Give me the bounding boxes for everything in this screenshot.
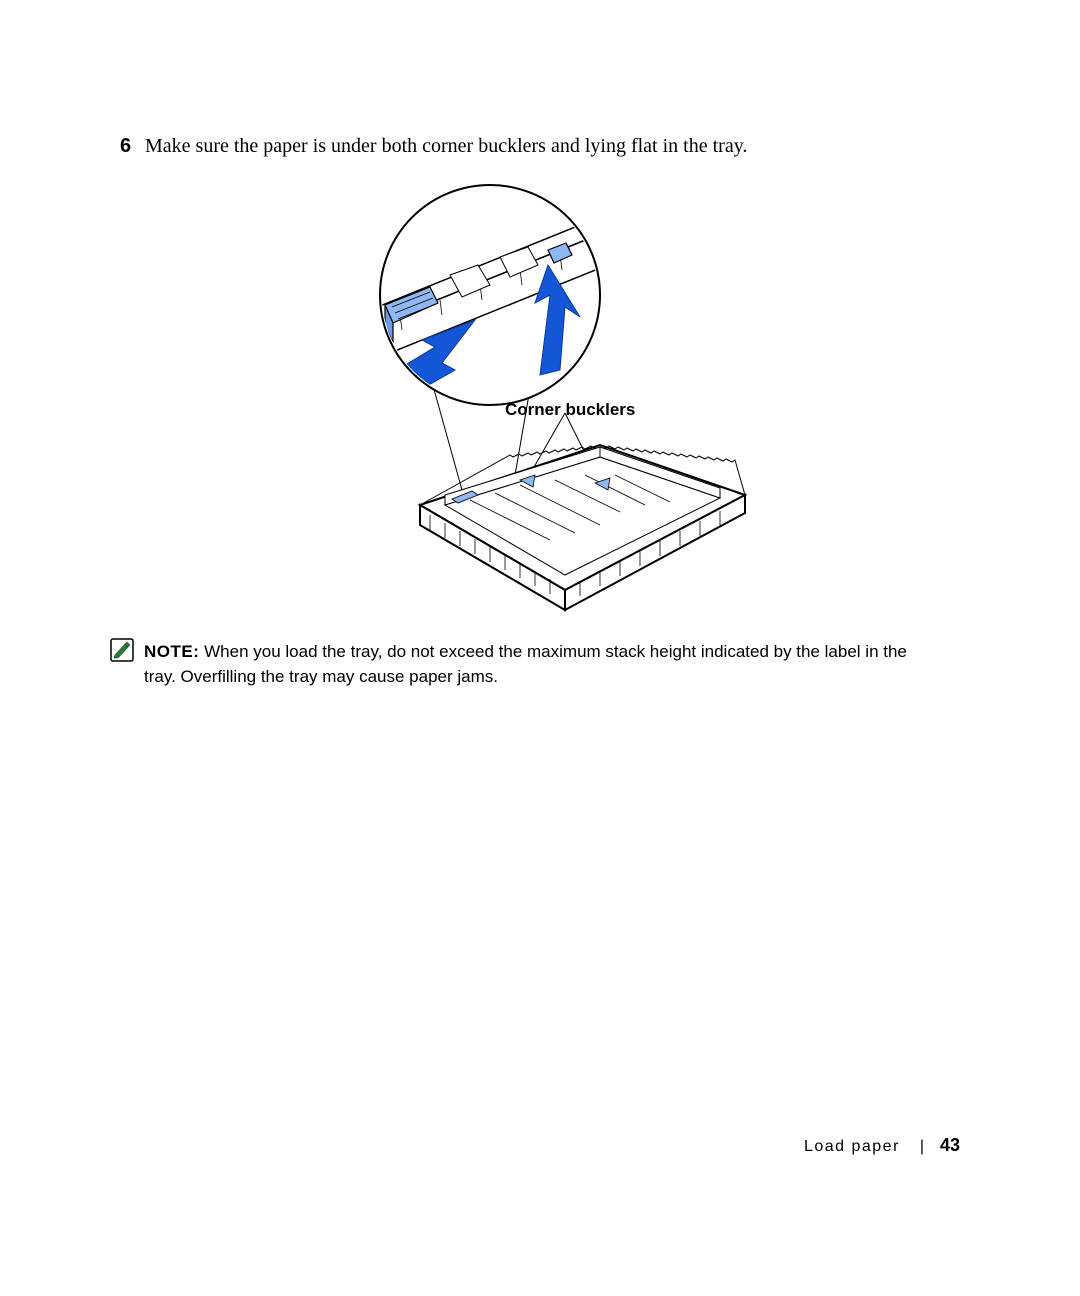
note-text-container: NOTE: When you load the tray, do not exc… <box>144 640 924 689</box>
detail-circle <box>370 185 620 405</box>
note-pencil-icon <box>110 638 134 662</box>
tray-figure <box>290 175 760 615</box>
page-footer: Load paper | 43 <box>0 1135 960 1156</box>
paper-tray <box>420 445 745 610</box>
step-number: 6 <box>120 132 140 160</box>
footer-section: Load paper <box>804 1138 900 1155</box>
note-label: NOTE: <box>144 642 199 661</box>
tray-figure-svg <box>290 175 760 615</box>
step-text: Make sure the paper is under both corner… <box>145 135 747 157</box>
step-line: 6 Make sure the paper is under both corn… <box>120 132 940 160</box>
note-block: NOTE: When you load the tray, do not exc… <box>110 640 950 689</box>
page-root: 6 Make sure the paper is under both corn… <box>0 0 1080 1296</box>
note-body: When you load the tray, do not exceed th… <box>144 642 907 686</box>
callout-label: Corner bucklers <box>505 400 635 420</box>
footer-divider: | <box>920 1138 924 1155</box>
footer-page-number: 43 <box>940 1135 960 1155</box>
